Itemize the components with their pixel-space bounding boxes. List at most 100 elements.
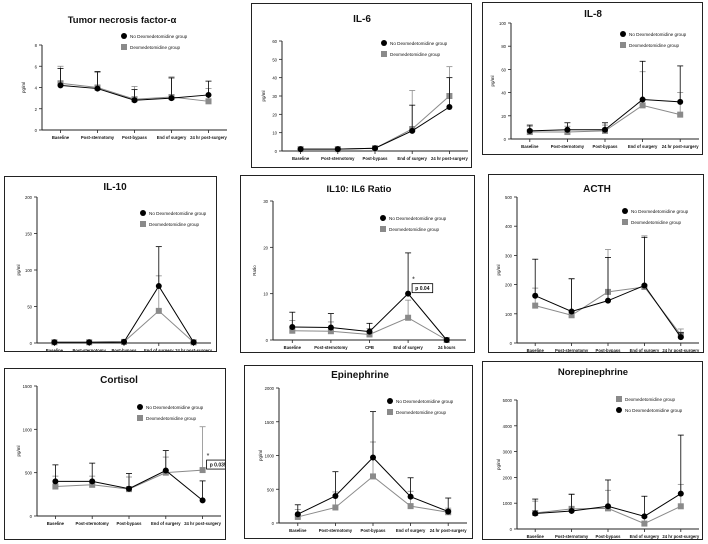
il8-x-tick-label: Baseline	[521, 144, 539, 149]
ratio-x-tick-label: 24 hours	[438, 345, 456, 350]
acth-y-tick-label: 100	[505, 312, 513, 317]
il10-legend-no_dex-label: No Dexmedetomidine group	[149, 211, 207, 216]
acth-y-label: pg/ml	[496, 264, 501, 275]
il6-no-dex-point	[334, 146, 341, 153]
il10-dex-point	[155, 307, 162, 314]
norepi-legend-no_dex-label: No Dexmedetomidine group	[625, 408, 683, 413]
il6-no_dex-line	[300, 106, 450, 150]
il10-x-tick-label: End of surgery	[144, 348, 174, 351]
acth-legend-dex-label: Dexmedetomidine group	[631, 220, 681, 225]
tnf-x-tick-label: Post-sternotomy	[81, 135, 115, 140]
norepi-no-dex-point	[677, 490, 684, 497]
cortisol-dex-point	[52, 483, 59, 490]
ratio-title: IL10: IL6 Ratio	[327, 184, 392, 195]
epi-y-label: pg/ml	[258, 450, 263, 461]
ratio-y-tick-label: 20	[263, 245, 268, 250]
tnf-legend-no-dex-marker	[121, 33, 127, 39]
cortisol-legend-no-dex-marker	[137, 404, 143, 410]
tnf-y-tick-label: 8	[35, 43, 38, 48]
epi-dex-point	[332, 504, 339, 511]
epi-legend-no-dex-marker	[387, 398, 393, 404]
il8-y-label: pg/ml	[490, 75, 495, 86]
il6-y-label: pg/ml	[261, 90, 266, 101]
norepi-x-tick-label: Post-sternotomy	[555, 534, 589, 539]
ratio-y-tick-label: 10	[263, 292, 268, 297]
il8-legend-dex-marker	[620, 42, 626, 48]
epi-dex-line	[297, 475, 449, 518]
il6-legend-dex-label: Dexmedetomidine group	[390, 52, 440, 57]
il8-y-tick-label: 40	[501, 91, 506, 96]
norepi-y-tick-label: 5000	[503, 398, 513, 403]
il10-y-label: pg/ml	[16, 264, 21, 275]
il10-dex-line	[54, 310, 194, 343]
il6-x-tick-label: Baseline	[292, 156, 310, 161]
il10-no-dex-point	[121, 338, 127, 345]
tnf-x-tick-label: 24 hr post-surgery	[190, 135, 227, 140]
ratio-legend-no-dex-marker	[380, 215, 386, 221]
ratio-dex-point	[405, 314, 412, 321]
ratio-legend-dex-marker	[380, 226, 386, 232]
cortisol-x-tick-label: 24 hr post-surgery	[184, 521, 221, 526]
cortisol-annotation-label: p 0.035	[210, 462, 225, 468]
tnf-x-tick-label: Baseline	[52, 135, 70, 140]
epi-no-dex-point	[445, 508, 452, 515]
tnf-legend-dex-marker	[121, 44, 127, 50]
il6-legend-no_dex-label: No Dexmedetomidine group	[390, 41, 448, 46]
norepi-y-tick-label: 2000	[503, 475, 513, 480]
acth-dex-point	[532, 302, 539, 309]
cortisol-svg: Cortisol 0 500 1000 1500 pg/ml Baseline Post-st…	[16, 375, 225, 526]
ratio-y-tick-label: 0	[266, 338, 269, 343]
il8-svg: IL-8 0 20 40 60 80 100 pg/ml Baseline Post-sterno…	[490, 9, 699, 149]
il10-no-dex-point	[86, 339, 93, 346]
epi-no-dex-point	[332, 493, 339, 499]
cortisol-dex-point	[89, 481, 96, 488]
acth-no-dex-point	[532, 292, 539, 299]
il8-no-dex-point	[526, 127, 533, 134]
epi-x-tick-label: Post-sternotomy	[319, 528, 353, 533]
cortisol-legend-dex-marker	[137, 415, 143, 421]
il6-y-tick-label: 60	[272, 39, 277, 44]
il10-y-tick-label: 150	[25, 232, 33, 237]
acth-svg: ACTH 0 100 200 300 400 500 pg/ml Baseline Post-st…	[496, 184, 700, 352]
il6-y-tick-label: 40	[272, 76, 277, 81]
tnf-title: Tumor necrosis factor-α	[68, 15, 177, 26]
norepi-no-dex-point	[641, 513, 648, 520]
epi-y-tick-label: 2000	[265, 386, 275, 391]
cortisol-no-dex-point	[162, 467, 169, 474]
epi-y-tick-label: 0	[272, 521, 275, 526]
il10-x-tick-label: Post-sternotomy	[73, 348, 107, 351]
il8-title: IL-8	[584, 9, 602, 20]
il8-y-tick-label: 0	[504, 137, 507, 142]
il8-y-tick-label: 20	[501, 114, 506, 119]
tnf-x-tick-label: End of surgery	[157, 135, 187, 140]
tnf-no-dex-point	[57, 82, 64, 89]
ratio-y-label: Ratio	[252, 265, 257, 276]
cortisol-x-tick-label: End of surgery	[151, 521, 181, 526]
ratio-dex-point	[327, 328, 334, 335]
il8-x-tick-label: End of surgery	[628, 144, 658, 149]
il10-y-tick-label: 100	[25, 268, 33, 273]
il6-no-dex-point	[409, 127, 416, 134]
epi-svg: Epinephrine 0 500 1000 1500 2000 pg/ml Baseline…	[258, 370, 467, 533]
epi-x-tick-label: 24 hr post-surgery	[430, 528, 467, 533]
epi-dex-point	[407, 503, 414, 510]
il8-x-tick-label: 24 hr post-surgery	[662, 144, 699, 149]
il10-no_dex-line	[54, 285, 195, 343]
il6-y-tick-label: 30	[272, 94, 277, 99]
panel-il10: IL-10 0 50 100 150 200 pg/ml Baseline Post-stern…	[4, 176, 217, 352]
il6-x-tick-label: Post-sternotomy	[321, 156, 355, 161]
acth-x-tick-label: Post-sternotomy	[555, 348, 589, 352]
il6-y-tick-label: 20	[272, 112, 277, 117]
il10-x-tick-label: Baseline	[46, 348, 64, 351]
il10-no-dex-point	[155, 283, 162, 290]
acth-y-tick-label: 0	[510, 341, 513, 346]
epi-legend-dex-label: Dexmedetomidine group	[396, 410, 446, 415]
epi-legend-dex-marker	[387, 409, 393, 415]
cortisol-y-tick-label: 1000	[23, 427, 33, 432]
epi-y-tick-label: 1500	[265, 420, 275, 425]
norepi-y-tick-label: 1000	[503, 501, 513, 506]
cortisol-x-tick-label: Post-bypass	[117, 521, 143, 526]
il8-dex-point	[639, 102, 646, 109]
il10-title: IL-10	[103, 182, 127, 193]
il6-no-dex-point	[372, 145, 378, 152]
